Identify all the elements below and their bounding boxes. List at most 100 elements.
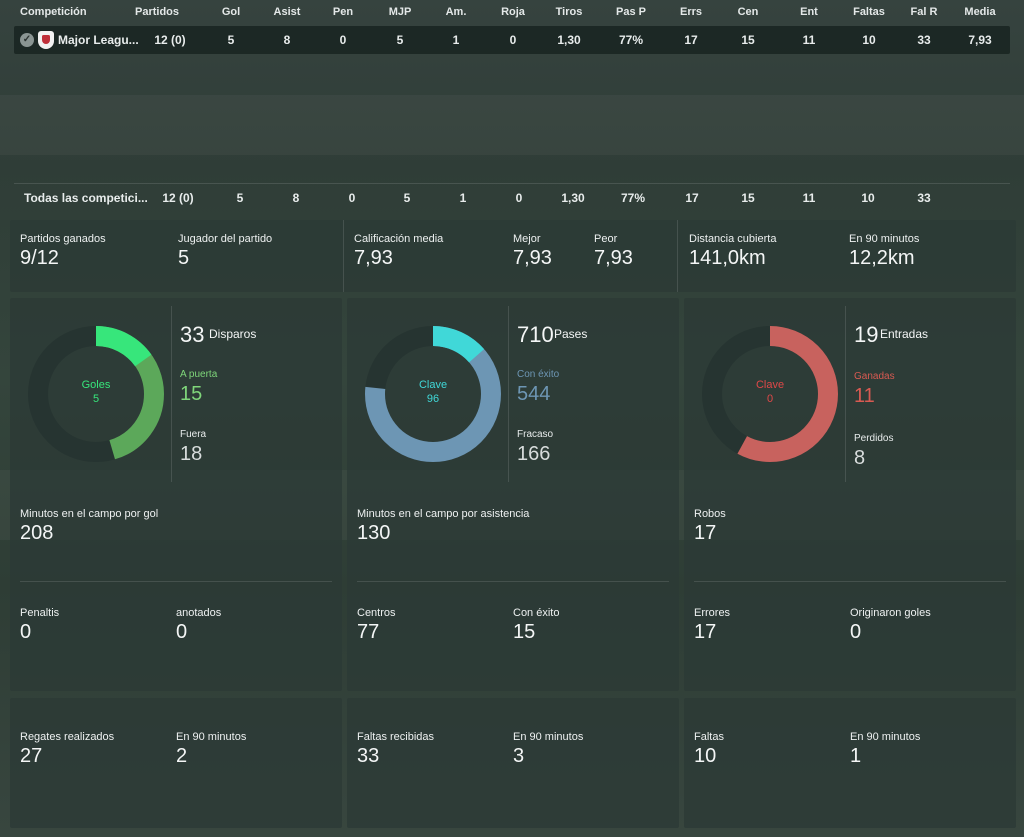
min-gol-value: 208 — [20, 522, 54, 544]
total-cell-errs: 17 — [685, 191, 699, 205]
faltas-recibidas-90-value: 3 — [513, 745, 525, 767]
col-header-competicion[interactable]: Competición — [20, 6, 87, 18]
cell-pen: 0 — [339, 33, 347, 47]
con-exito-pases-label: Con éxito — [517, 369, 560, 380]
goles-label: Goles — [81, 379, 111, 391]
perdidos-label: Perdidos — [854, 433, 894, 444]
cell-pas-p: 77% — [618, 33, 644, 47]
regates-90-label: En 90 minutos — [176, 731, 247, 743]
anotados-label: anotados — [176, 607, 222, 619]
fracaso-label: Fracaso — [517, 429, 554, 440]
min-asist-value: 130 — [357, 522, 391, 544]
total-cell-mjp: 5 — [403, 191, 411, 205]
disparos-label: Disparos — [209, 327, 257, 341]
mejor-label: Mejor — [513, 233, 541, 245]
ganadas-label: Ganadas — [854, 371, 895, 382]
col-header-media[interactable]: Media — [964, 6, 996, 18]
jugador-partido-value: 5 — [178, 247, 190, 269]
distancia-value: 141,0km — [689, 247, 766, 269]
cell-errs: 17 — [684, 33, 698, 47]
total-cell-ent: 11 — [802, 191, 816, 205]
cell-asist: 8 — [283, 33, 291, 47]
col-header-mjp[interactable]: MJP — [388, 6, 412, 18]
centros-exito-value: 15 — [513, 621, 536, 643]
fracaso-value: 166 — [517, 443, 551, 465]
col-header-roja[interactable]: Roja — [501, 6, 525, 18]
regates-value: 27 — [20, 745, 43, 767]
centros-label: Centros — [357, 607, 396, 619]
stats-table-header: Competición Partidos Gol Asist Pen MJP A… — [14, 0, 1010, 24]
checkmark-icon: ✓ — [20, 33, 34, 47]
ganadas-value: 11 — [854, 385, 875, 407]
cell-faltas: 10 — [862, 33, 876, 47]
pases-total: 710 — [517, 322, 554, 347]
col-header-fal-r[interactable]: Fal R — [910, 6, 938, 18]
goles-value: 5 — [92, 393, 100, 405]
errores-value: 17 — [694, 621, 717, 643]
total-cell-am: 1 — [459, 191, 467, 205]
mejor-value: 7,93 — [513, 247, 552, 269]
divider — [357, 581, 669, 582]
passes-panel: Clave 96 710 Pases Con éxito 544 Fracaso… — [347, 298, 679, 691]
a-puerta-value: 15 — [180, 383, 203, 405]
calificacion-label: Calificación media — [354, 233, 444, 245]
penaltis-value: 0 — [20, 621, 32, 643]
donut-main-arc — [702, 326, 838, 462]
col-header-pas-p[interactable]: Pas P — [616, 6, 646, 18]
partidos-ganados-value: 9/12 — [20, 247, 59, 269]
total-row-name: Todas las competici... — [24, 191, 148, 205]
robos-value: 17 — [694, 522, 717, 544]
club-crest-icon — [38, 31, 54, 49]
col-header-cen[interactable]: Cen — [737, 6, 759, 18]
fuera-value: 18 — [180, 443, 203, 465]
en90-label: En 90 minutos — [849, 233, 920, 245]
total-cell-cen: 15 — [741, 191, 755, 205]
col-header-ent[interactable]: Ent — [800, 6, 818, 18]
penaltis-label: Penaltis — [20, 607, 60, 619]
col-header-asist[interactable]: Asist — [273, 6, 301, 18]
clave-pases-label: Clave — [418, 379, 448, 391]
divider — [343, 220, 344, 292]
peor-value: 7,93 — [594, 247, 633, 269]
clave-entradas-label: Clave — [755, 379, 785, 391]
competition-name[interactable]: Major Leagu... — [58, 33, 139, 47]
disparos-total: 33 — [180, 322, 205, 347]
col-header-pen[interactable]: Pen — [332, 6, 354, 18]
total-cell-faltas: 10 — [861, 191, 875, 205]
faltas-label: Faltas — [694, 731, 724, 743]
passes-donut-label: Clave 96 — [393, 378, 473, 406]
divider — [171, 306, 172, 482]
faltas-recibidas-value: 33 — [357, 745, 380, 767]
con-exito-pases-value: 544 — [517, 383, 551, 405]
entradas-label: Entradas — [880, 327, 929, 341]
entradas-total: 19 — [854, 322, 879, 347]
col-header-am[interactable]: Am. — [445, 6, 467, 18]
total-cell-fal-r: 33 — [917, 191, 931, 205]
col-header-faltas[interactable]: Faltas — [853, 6, 885, 18]
tackles-donut-chart — [702, 326, 838, 462]
cell-cen: 15 — [741, 33, 755, 47]
col-header-errs[interactable]: Errs — [679, 6, 703, 18]
shots-donut-label: Goles 5 — [56, 378, 136, 406]
dribbles-panel: Regates realizados 27 En 90 minutos 2 — [10, 698, 342, 828]
total-cell-pas-p: 77% — [620, 191, 646, 205]
competition-row[interactable]: ✓ Major Leagu... 12 (0) 5 8 0 5 1 0 1,30… — [14, 26, 1010, 54]
faltas-recibidas-90-label: En 90 minutos — [513, 731, 584, 743]
perdidos-value: 8 — [854, 447, 866, 469]
col-header-partidos[interactable]: Partidos — [134, 6, 179, 18]
clave-pases-value: 96 — [426, 393, 440, 405]
jugador-partido-label: Jugador del partido — [178, 233, 273, 245]
total-cell-gol: 5 — [236, 191, 244, 205]
en90-value: 12,2km — [849, 247, 915, 269]
tackles-donut-label: Clave 0 — [730, 378, 810, 406]
cell-partidos: 12 (0) — [154, 33, 186, 47]
col-header-tiros[interactable]: Tiros — [555, 6, 583, 18]
total-cell-pen: 0 — [348, 191, 356, 205]
tackles-panel: Clave 0 19 Entradas Ganadas 11 Perdidos … — [684, 298, 1016, 691]
donut-key-arc — [28, 326, 164, 462]
shots-panel: Goles 5 33 Disparos A puerta 15 Fuera 18… — [10, 298, 342, 691]
total-row[interactable]: Todas las competici... 12 (0) 5 8 0 5 1 … — [14, 183, 1010, 211]
col-header-gol[interactable]: Gol — [221, 6, 241, 18]
cell-mjp: 5 — [396, 33, 404, 47]
originaron-goles-value: 0 — [850, 621, 862, 643]
